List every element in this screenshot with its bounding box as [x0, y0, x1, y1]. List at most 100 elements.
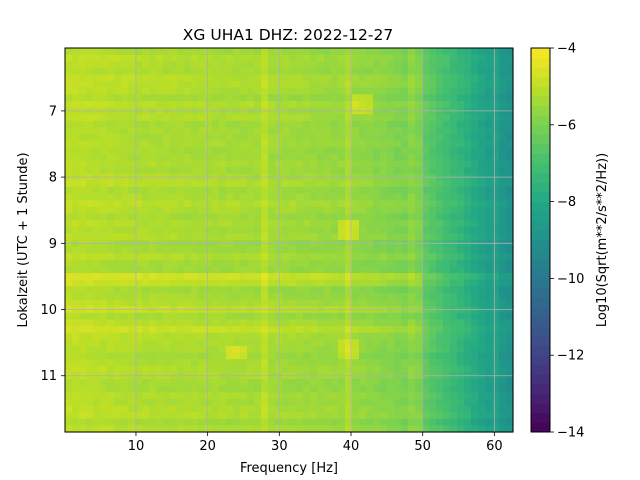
- heatmap-cell: [443, 425, 451, 433]
- heatmap-cell: [135, 292, 143, 301]
- heatmap-cell: [457, 279, 465, 287]
- heatmap-cell: [219, 312, 227, 321]
- heatmap-cell: [212, 220, 220, 228]
- heatmap-cell: [457, 114, 465, 122]
- heatmap-cell: [310, 266, 318, 274]
- heatmap-cell: [317, 425, 325, 433]
- heatmap-cell: [107, 339, 115, 347]
- heatmap-cell: [275, 140, 283, 148]
- heatmap-cell: [373, 167, 381, 175]
- heatmap-cell: [436, 187, 444, 195]
- colorbar-level: [531, 364, 550, 375]
- heatmap-cell: [121, 286, 129, 294]
- heatmap-cell: [135, 61, 143, 69]
- heatmap-cell: [135, 187, 143, 195]
- heatmap-cell: [387, 379, 395, 387]
- heatmap-cell: [275, 412, 283, 420]
- heatmap-cell: [492, 385, 500, 393]
- heatmap-cell: [296, 127, 304, 135]
- heatmap-cell: [457, 206, 465, 215]
- heatmap-cell: [261, 345, 269, 354]
- heatmap-cell: [415, 114, 423, 122]
- heatmap-cell: [471, 345, 479, 354]
- heatmap-cell: [422, 167, 430, 175]
- heatmap-cell: [478, 180, 486, 188]
- heatmap-cell: [191, 180, 199, 188]
- heatmap-cell: [268, 220, 276, 228]
- heatmap-cell: [303, 220, 311, 228]
- heatmap-cell: [499, 253, 507, 261]
- heatmap-cell: [380, 405, 388, 413]
- heatmap-cell: [135, 81, 143, 89]
- heatmap-cell: [142, 319, 150, 327]
- heatmap-cell: [408, 81, 416, 89]
- heatmap-cell: [436, 405, 444, 413]
- heatmap-cell: [86, 299, 94, 307]
- heatmap-cell: [247, 273, 255, 281]
- heatmap-cell: [191, 385, 199, 393]
- heatmap-cell: [170, 379, 178, 387]
- heatmap-cell: [79, 233, 87, 241]
- heatmap-cell: [184, 385, 192, 393]
- heatmap-cell: [338, 200, 346, 208]
- heatmap-cell: [65, 365, 73, 374]
- heatmap-cell: [499, 286, 507, 294]
- heatmap-cell: [100, 206, 108, 215]
- heatmap-cell: [436, 94, 444, 102]
- heatmap-cell: [436, 398, 444, 407]
- heatmap-cell: [415, 140, 423, 148]
- heatmap-cell: [212, 54, 220, 62]
- heatmap-cell: [415, 365, 423, 374]
- heatmap-cell: [212, 87, 220, 95]
- heatmap-cell: [485, 332, 493, 340]
- heatmap-cell: [156, 319, 164, 327]
- heatmap-cell: [310, 339, 318, 347]
- heatmap-cell: [247, 200, 255, 208]
- heatmap-cell: [387, 114, 395, 122]
- heatmap-cell: [324, 273, 332, 281]
- heatmap-cell: [317, 365, 325, 374]
- heatmap-cell: [338, 246, 346, 254]
- heatmap-cell: [170, 94, 178, 102]
- heatmap-cell: [443, 365, 451, 374]
- heatmap-cell: [408, 48, 416, 56]
- heatmap-cell: [247, 412, 255, 420]
- heatmap-cell: [128, 352, 136, 360]
- heatmap-cell: [191, 246, 199, 254]
- heatmap-cell: [492, 160, 500, 168]
- heatmap-cell: [422, 153, 430, 162]
- heatmap-cell: [345, 266, 353, 274]
- heatmap-cell: [394, 259, 402, 268]
- heatmap-cell: [65, 167, 73, 175]
- heatmap-cell: [303, 160, 311, 168]
- heatmap-cell: [177, 193, 185, 201]
- heatmap-cell: [107, 332, 115, 340]
- heatmap-cell: [128, 385, 136, 393]
- heatmap-cell: [492, 127, 500, 135]
- heatmap-cell: [436, 425, 444, 433]
- heatmap-cell: [79, 299, 87, 307]
- heatmap-cell: [324, 147, 332, 155]
- heatmap-cell: [184, 167, 192, 175]
- heatmap-cell: [464, 74, 472, 82]
- heatmap-cell: [429, 273, 437, 281]
- heatmap-cell: [226, 312, 234, 321]
- heatmap-cell: [303, 392, 311, 400]
- heatmap-cell: [331, 167, 339, 175]
- heatmap-cell: [254, 153, 262, 162]
- heatmap-cell: [79, 48, 87, 56]
- heatmap-cell: [121, 332, 129, 340]
- heatmap-cell: [261, 319, 269, 327]
- heatmap-cell: [324, 153, 332, 162]
- heatmap-cell: [184, 114, 192, 122]
- heatmap-cell: [506, 385, 514, 393]
- heatmap-cell: [240, 180, 248, 188]
- heatmap-cell: [317, 412, 325, 420]
- heatmap-cell: [373, 352, 381, 360]
- heatmap-cell: [429, 312, 437, 321]
- heatmap-cell: [261, 365, 269, 374]
- heatmap-cell: [464, 140, 472, 148]
- heatmap-cell: [233, 213, 241, 221]
- heatmap-cell: [331, 418, 339, 426]
- heatmap-cell: [303, 127, 311, 135]
